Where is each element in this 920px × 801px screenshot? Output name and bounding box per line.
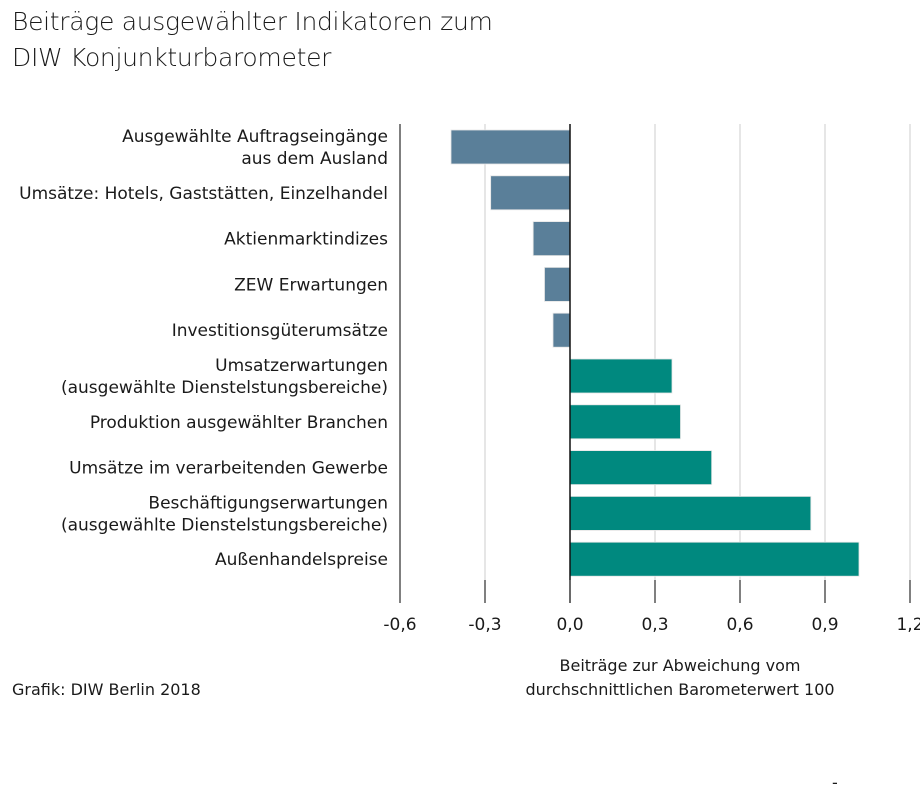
bar bbox=[569, 450, 713, 486]
category-label: Umsätze: Hotels, Gaststätten, Einzelhand… bbox=[19, 184, 388, 204]
bar bbox=[569, 541, 860, 577]
x-tick-label: 1,2 bbox=[896, 615, 920, 635]
category-label: aus dem Ausland bbox=[241, 149, 388, 169]
chart-title-line: DIW Konjunkturbarometer bbox=[12, 43, 332, 72]
x-tick-label: 0,9 bbox=[811, 615, 838, 635]
x-tick-label: -0,6 bbox=[383, 615, 416, 635]
x-axis-label-line: Beiträge zur Abweichung vom bbox=[559, 656, 801, 675]
x-tick-label: 0,3 bbox=[641, 615, 668, 635]
x-tick-label: 0,6 bbox=[726, 615, 753, 635]
bar bbox=[569, 358, 673, 394]
bar bbox=[569, 495, 812, 531]
source-note: Grafik: DIW Berlin 2018 bbox=[12, 680, 201, 699]
category-label: Ausgewählte Auftragseingänge bbox=[122, 127, 388, 147]
category-label: Produktion ausgewählter Branchen bbox=[90, 413, 388, 433]
x-axis-label: Beiträge zur Abweichung vom durchschnitt… bbox=[480, 654, 880, 702]
bar bbox=[532, 221, 571, 257]
category-label: (ausgewählte Dienstelstungsbereiche) bbox=[61, 378, 388, 398]
x-axis-label-line: durchschnittlichen Barometerwert 100 bbox=[525, 680, 835, 699]
bar bbox=[450, 129, 571, 165]
chart-title-line: Beiträge ausgewählter Indikatoren zum bbox=[12, 7, 493, 36]
bar bbox=[490, 175, 571, 211]
bar bbox=[569, 404, 681, 440]
category-label: (ausgewählte Dienstelstungsbereiche) bbox=[61, 515, 388, 535]
category-label: Außenhandelspreise bbox=[215, 550, 388, 570]
category-label: Umsätze im verarbeitenden Gewerbe bbox=[69, 459, 388, 479]
footer-mark: - bbox=[832, 773, 838, 792]
category-label: Umsatzerwartungen bbox=[215, 356, 388, 376]
x-tick-label: 0,0 bbox=[556, 615, 583, 635]
bar bbox=[544, 266, 571, 302]
x-tick-label: -0,3 bbox=[468, 615, 501, 635]
bar bbox=[552, 312, 571, 348]
category-label: ZEW Erwartungen bbox=[234, 275, 388, 295]
category-label: Beschäftigungserwartungen bbox=[148, 493, 388, 513]
category-label: Investitionsgüterumsätze bbox=[172, 321, 388, 341]
category-label: Aktienmarktindizes bbox=[224, 230, 388, 250]
chart-title: Beiträge ausgewählter Indikatoren zum DI… bbox=[12, 4, 493, 76]
